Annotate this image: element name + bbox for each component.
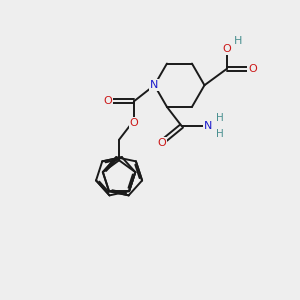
Text: O: O: [222, 44, 231, 54]
Text: O: O: [103, 96, 112, 106]
Text: N: N: [150, 80, 159, 90]
Text: N: N: [204, 121, 212, 131]
Text: O: O: [158, 138, 166, 148]
Text: H: H: [216, 113, 224, 123]
Text: O: O: [248, 64, 257, 74]
Text: O: O: [129, 118, 138, 128]
Text: H: H: [216, 129, 224, 139]
Text: H: H: [234, 36, 242, 46]
